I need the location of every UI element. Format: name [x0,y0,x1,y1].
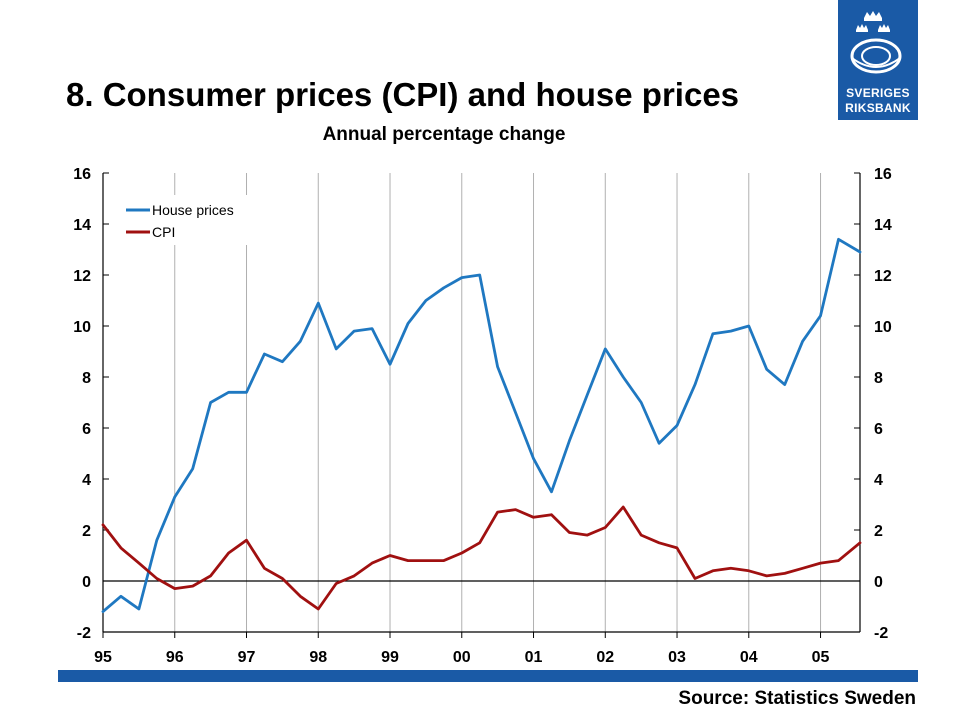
y-tick-label-left: 2 [82,523,91,540]
series-line-cpi [101,505,862,611]
x-tick-label: 98 [309,649,327,666]
y-tick-label-right: 8 [874,370,883,387]
y-tick-label-left: 8 [82,370,91,387]
y-tick-label-right: -2 [874,625,888,642]
x-tick-label: 97 [238,649,256,666]
x-tick-label: 99 [381,649,399,666]
series-line-house-prices [101,237,862,613]
y-tick-label-left: 4 [82,472,91,489]
logo-line-1: SVERIGES [846,86,910,100]
riksbank-logo: SVERIGES RIKSBANK [838,0,918,120]
y-tick-label-left: 16 [73,166,91,183]
chart-title: 8. Consumer prices (CPI) and house price… [66,76,740,113]
y-tick-label-right: 16 [874,166,892,183]
y-tick-label-right: 4 [874,472,883,489]
legend-label: House prices [152,202,234,218]
y-tick-label-left: 0 [82,574,91,591]
x-tick-label: 96 [166,649,184,666]
y-tick-label-left: -2 [77,625,91,642]
footer-bar [58,670,918,682]
y-tick-label-right: 2 [874,523,883,540]
y-tick-label-left: 10 [73,319,91,336]
y-tick-label-right: 10 [874,319,892,336]
x-tick-label: 04 [740,649,758,666]
x-tick-label: 01 [525,649,543,666]
crown-emblem-icon [850,11,902,74]
source-note: Source: Statistics Sweden [678,688,916,709]
legend-box [114,195,248,245]
y-tick-label-right: 0 [874,574,883,591]
y-tick-label-left: 12 [73,268,91,285]
x-tick-label: 00 [453,649,471,666]
y-tick-label-left: 14 [73,217,91,234]
x-tick-label: 05 [812,649,830,666]
chart-subtitle: Annual percentage change [322,124,566,145]
x-tick-label: 95 [94,649,112,666]
x-tick-label: 03 [668,649,686,666]
y-tick-label-right: 12 [874,268,892,285]
y-tick-label-right: 6 [874,421,883,438]
legend-label: CPI [152,224,175,240]
y-tick-label-left: 6 [82,421,91,438]
x-tick-label: 02 [596,649,614,666]
y-tick-label-right: 14 [874,217,892,234]
logo-line-2: RIKSBANK [845,101,911,115]
